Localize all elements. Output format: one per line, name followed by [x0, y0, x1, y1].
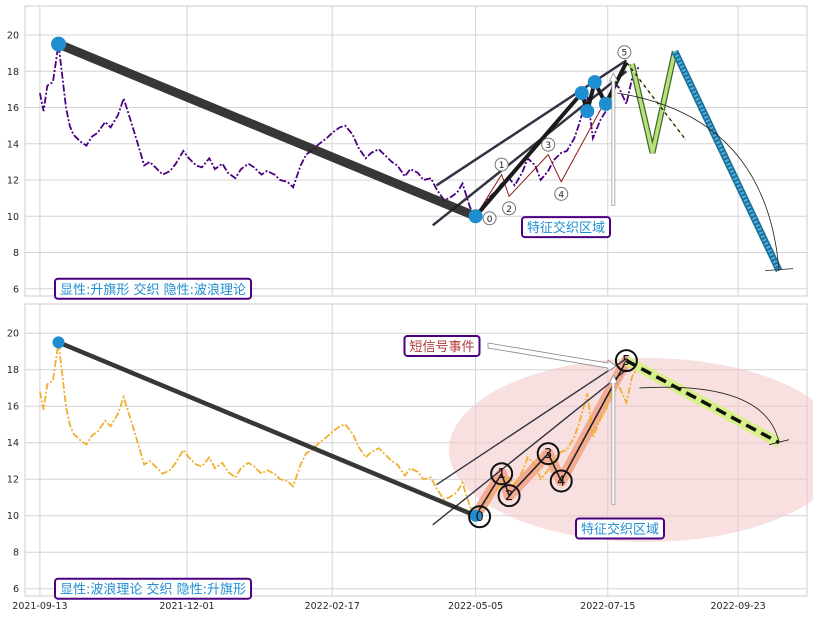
- projection-end-tick: [768, 439, 790, 446]
- interleave-zone-ellipse: [448, 358, 813, 542]
- wave-label-5: 5: [622, 354, 630, 369]
- y-tick-label-8: 8: [13, 248, 19, 259]
- zone-label-box: [520, 216, 612, 239]
- pivot-marker-0: [469, 509, 482, 522]
- wave-label-5: 5: [622, 49, 628, 59]
- projection-leg-blue: [672, 50, 781, 272]
- wave-label-circle-4: [554, 186, 569, 201]
- y-tick-label-6: 6: [13, 584, 19, 595]
- wave-label-circle-3: [536, 442, 560, 466]
- y-tick-label-16: 16: [7, 103, 19, 114]
- pivot-marker-0: [51, 36, 67, 52]
- y-tick-label-8: 8: [13, 548, 19, 559]
- panel-caption: 显性:升旗形 交织 隐性:波浪理论: [54, 277, 253, 300]
- y-tick-label-14: 14: [7, 438, 19, 449]
- wave-label-1: 1: [498, 467, 506, 482]
- x-tick-label-0: 2021-09-13: [12, 601, 67, 612]
- projection-zigzag-green: [630, 50, 677, 154]
- event-label-box: [403, 334, 481, 357]
- projection-end-tick: [765, 268, 794, 272]
- zone-arrow: [608, 374, 619, 506]
- panel-caption-text: 显性:波浪理论 交织 隐性:升旗形: [60, 582, 246, 598]
- zone-label-text: 特征交织区域: [581, 521, 659, 537]
- wave-label-circle-1: [494, 157, 509, 172]
- x-tick-label-1: 2021-12-01: [159, 601, 214, 612]
- zone-label: 特征交织区域: [574, 517, 666, 540]
- y-tick-label-10: 10: [7, 511, 19, 522]
- pivot-marker-5: [598, 96, 613, 111]
- x-tick-label-2: 2022-02-17: [305, 601, 360, 612]
- event-label-text: 短信号事件: [409, 340, 474, 355]
- wave-label-2: 2: [506, 205, 512, 215]
- wave-label-circle-2: [497, 484, 521, 508]
- wave-label-circle-4: [549, 469, 573, 493]
- channel-upper-line: [436, 358, 627, 486]
- wave-label-0: 0: [487, 215, 493, 225]
- pivot-marker-start: [52, 336, 65, 349]
- wave-label-4: 4: [557, 475, 565, 490]
- wave-label-circle-0: [482, 211, 497, 226]
- panel-caption: 显性:波浪理论 交织 隐性:升旗形: [54, 577, 253, 600]
- channel-lower-line: [432, 369, 627, 526]
- wave-label-circle-5: [617, 45, 632, 60]
- wave-label-circle-5: [614, 349, 638, 373]
- y-tick-label-20: 20: [7, 329, 19, 340]
- pivot-marker-4: [587, 75, 602, 90]
- zone-arrow: [608, 72, 619, 206]
- channel-lower-line: [431, 70, 628, 227]
- wave-label-4: 4: [558, 190, 564, 200]
- zone-label-text: 特征交织区域: [527, 220, 605, 236]
- pivot-marker-1: [468, 209, 483, 224]
- wave-label-0: 0: [475, 510, 483, 525]
- y-tick-label-12: 12: [7, 176, 19, 187]
- panel-caption-box: [54, 577, 253, 600]
- event-label: 短信号事件: [403, 334, 481, 357]
- projection-arc: [617, 92, 780, 271]
- pole-downtrend-line: [54, 39, 481, 221]
- event-arrow: [487, 342, 617, 372]
- y-tick-label-18: 18: [7, 365, 19, 376]
- y-tick-label-12: 12: [7, 475, 19, 486]
- y-tick-label-6: 6: [13, 284, 19, 295]
- wave-label-circle-3: [541, 137, 556, 152]
- projection-line-dashed: [625, 359, 780, 445]
- wave-label-2: 2: [505, 489, 513, 504]
- wave-polyline: [474, 360, 628, 517]
- wave-polyline: [475, 61, 627, 217]
- zone-label: 特征交织区域: [520, 216, 612, 239]
- wave-label-3: 3: [544, 447, 552, 462]
- projection-arc: [639, 386, 780, 443]
- wave-label-circle-1: [490, 462, 514, 486]
- x-tick-label-3: 2022-05-05: [448, 601, 503, 612]
- wave-label-circle-0: [468, 505, 492, 529]
- wave-label-1: 1: [499, 161, 505, 171]
- y-tick-label-20: 20: [7, 31, 19, 42]
- x-axis-tick-labels: 2021-09-13 2021-12-01 2022-02-17 2022-05-05…: [12, 601, 765, 612]
- y-tick-label-14: 14: [7, 139, 19, 150]
- y-tick-label-10: 10: [7, 212, 19, 223]
- zone-label-box: [574, 517, 666, 540]
- flag-zigzag: [474, 61, 629, 218]
- pivot-marker-2: [574, 86, 589, 100]
- wave-label-circle-2: [502, 201, 517, 216]
- pole-downtrend-line: [56, 340, 478, 518]
- y-tick-label-18: 18: [7, 67, 19, 78]
- x-tick-label-4: 2022-07-15: [580, 601, 635, 612]
- wave-label-3: 3: [545, 141, 551, 151]
- panel-caption-box: [54, 277, 253, 300]
- x-tick-label-5: 2022-09-23: [711, 601, 766, 612]
- y-tick-label-16: 16: [7, 402, 19, 413]
- pivot-marker-3: [580, 104, 595, 119]
- panel-caption-text: 显性:升旗形 交织 隐性:波浪理论: [60, 282, 246, 298]
- projection-dashed-line-tint: [626, 61, 687, 141]
